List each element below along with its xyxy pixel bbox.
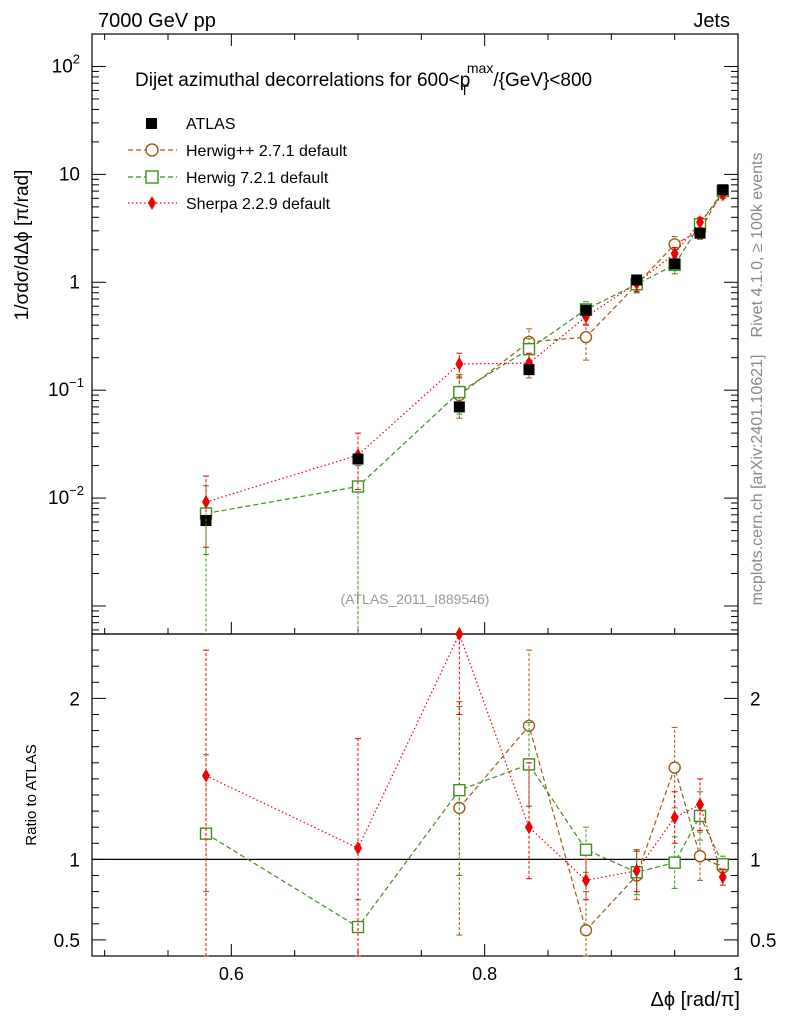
legend-entry-herwig7: Herwig 7.2.1 default (128, 170, 329, 187)
y-axis-label: 1/σdσ/dΔϕ [π/rad] (12, 170, 33, 321)
point-sherpa-2-2-9-default (670, 246, 679, 261)
point-herwig-2-7-1-default (579, 330, 593, 344)
point-atlas (580, 304, 592, 316)
x-axis-label: Δϕ [rad/π] (651, 989, 741, 1011)
legend-label-sherpa: Sherpa 2.2.9 default (186, 196, 331, 213)
ratio-point-sherpa-2-2-9-default (718, 870, 727, 885)
point-herwig-7-2-1-default (522, 342, 536, 356)
point-atlas (631, 274, 643, 286)
x-tick-label: 0.8 (472, 964, 497, 984)
point-herwig-7-2-1-default (453, 385, 466, 399)
chart-title-sup: max (467, 60, 493, 76)
series-line-herwig-2-7-1-default (458, 190, 724, 396)
legend-marker-herwigpp (145, 143, 159, 157)
x-tick-label: 0.6 (219, 964, 244, 984)
reference-id: (ATLAS_2011_I889546) (341, 591, 490, 607)
y-tick-label: 1 (69, 272, 80, 293)
legend-label-herwigpp: Herwig++ 2.7.1 default (186, 143, 348, 160)
point-atlas (352, 453, 364, 465)
ratio-panel-frame (91, 633, 739, 957)
point-sherpa-2-2-9-default (202, 494, 210, 509)
legend-marker-atlas (146, 118, 157, 129)
point-atlas (453, 401, 465, 413)
y-tick-label: 102 (52, 51, 80, 77)
ratio-tick-label: 1 (69, 850, 80, 871)
legend-marker-sherpa (148, 196, 156, 210)
ratio-point-sherpa-2-2-9-default (525, 820, 533, 835)
legend-entry-atlas: ATLAS (146, 116, 236, 133)
legend-entry-herwigpp: Herwig++ 2.7.1 default (128, 143, 348, 160)
chart-title-pre: Dijet azimuthal decorrelations for 600<p (135, 70, 470, 91)
ratio-point-sherpa-2-2-9-default (670, 810, 679, 825)
point-atlas (523, 364, 535, 376)
ratio-point-herwig-2-7-1-default (693, 849, 707, 863)
side-label-top: Rivet 4.1.0, ≥ 100k events (749, 153, 766, 338)
ratio-point-herwig-7-2-1-default (579, 843, 593, 856)
ratio-point-herwig-7-2-1-default (453, 783, 466, 797)
ratio-tick-label-right: 0.5 (750, 931, 776, 952)
ratio-line-herwig-7-2-1-default (205, 763, 724, 928)
ratio-tick-label-right: 1 (750, 850, 761, 871)
ratio-point-sherpa-2-2-9-default (455, 627, 464, 641)
point-atlas (717, 184, 729, 196)
ratio-axis-label: Ratio to ATLAS (23, 744, 40, 845)
legend: ATLAS Herwig++ 2.7.1 default Herwig 7.2.… (128, 116, 348, 213)
chart-title: Dijet azimuthal decorrelations for 600<p… (135, 60, 592, 98)
legend-label-atlas: ATLAS (186, 116, 236, 133)
chart-title-sub: T (460, 82, 469, 98)
ratio-tick-label: 2 (69, 689, 80, 710)
series-line-herwig-7-2-1-default (205, 190, 724, 515)
y-tick-label: 10 (59, 164, 80, 185)
plot-marks: 0.6 0.8 1 10−2 10−1 1 10 102 0.5 0.5 1 1 2 2 (48, 33, 776, 984)
header-left: 7000 GeV pp (98, 10, 216, 32)
ratio-point-sherpa-2-2-9-default (354, 841, 362, 856)
ratio-tick-label-right: 2 (750, 689, 761, 710)
x-tick-label: 1 (733, 964, 743, 984)
ratio-point-sherpa-2-2-9-default (632, 863, 641, 878)
ratio-line-sherpa-2-2-9-default (205, 632, 724, 881)
header-right: Jets (693, 10, 730, 32)
legend-entry-sherpa: Sherpa 2.2.9 default (128, 196, 331, 213)
ratio-point-herwig-7-2-1-default (668, 856, 681, 869)
ratio-point-herwig-2-7-1-default (579, 924, 593, 937)
ratio-line-herwig-2-7-1-default (458, 724, 724, 932)
ratio-point-sherpa-2-2-9-default (696, 797, 704, 812)
point-sherpa-2-2-9-default (455, 356, 464, 371)
ratio-point-herwig-7-2-1-default (351, 920, 365, 934)
ratio-point-sherpa-2-2-9-default (582, 873, 590, 888)
chart-title-post: /{GeV}<800 (493, 70, 592, 91)
side-label-bottom: mcplots.cern.ch [arXiv:2401.10621] (749, 355, 766, 606)
point-atlas (694, 227, 706, 239)
point-atlas (669, 258, 681, 270)
y-tick-label: 10−2 (48, 483, 84, 509)
ratio-point-herwig-2-7-1-default (668, 761, 681, 774)
legend-marker-herwig7 (145, 170, 159, 184)
ratio-point-herwig-7-2-1-default (522, 758, 536, 771)
point-sherpa-2-2-9-default (696, 215, 704, 230)
y-tick-label: 10−1 (48, 375, 84, 401)
series-line-sherpa-2-2-9-default (205, 194, 724, 503)
ratio-point-sherpa-2-2-9-default (202, 768, 210, 783)
ratio-tick-label: 0.5 (54, 931, 80, 952)
legend-label-herwig7: Herwig 7.2.1 default (186, 170, 329, 187)
